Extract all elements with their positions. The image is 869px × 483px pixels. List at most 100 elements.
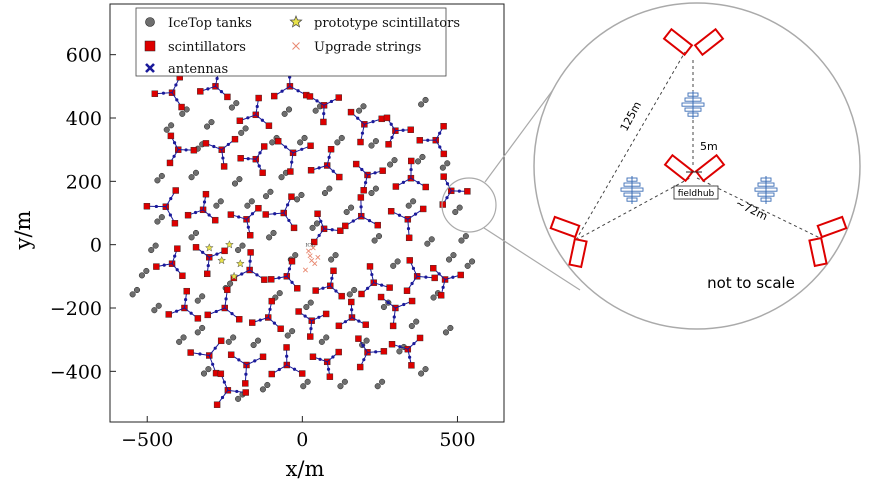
antenna (410, 281, 414, 286)
antenna (213, 346, 217, 350)
icetop-tank (194, 329, 201, 336)
icetop-tank (326, 185, 333, 192)
antenna (351, 219, 355, 223)
antenna (413, 212, 418, 216)
scintillator (379, 167, 386, 174)
scintillator (335, 348, 342, 356)
antenna (237, 215, 241, 219)
scintillator (380, 348, 388, 355)
legend-label: Upgrade strings (314, 40, 421, 55)
scintillator (440, 173, 447, 180)
dash-left-top (575, 51, 686, 241)
station-inset: fieldhub 125m 5m ~72m not to scale (533, 2, 861, 330)
upgrade-string (310, 245, 316, 251)
icetop-tank (307, 299, 314, 306)
scintillator (166, 159, 174, 167)
legend-marker-scintillator (144, 40, 156, 52)
icetop-tank (338, 134, 345, 142)
antenna (285, 203, 290, 207)
antenna (326, 367, 331, 371)
icetop-tank (278, 174, 285, 181)
icetop-tank (444, 160, 451, 167)
scintillator (194, 315, 202, 322)
station (230, 249, 268, 283)
antenna-element (757, 182, 775, 187)
icetop-tank (176, 338, 183, 345)
scintillator (268, 297, 275, 305)
scintillator (167, 132, 175, 140)
station (268, 344, 306, 378)
antenna (280, 89, 284, 93)
scintillator (183, 287, 190, 295)
icetop-tank (372, 185, 379, 192)
icetop-tank (248, 198, 255, 205)
scintillator (356, 363, 364, 371)
scintillator (439, 201, 446, 208)
antenna (437, 272, 441, 276)
scintillator (416, 334, 424, 342)
antenna (363, 181, 368, 185)
scintillator (314, 210, 321, 217)
antenna (402, 302, 406, 307)
scintillator (224, 93, 231, 101)
station (306, 93, 342, 126)
icetop-tank (371, 237, 378, 244)
icetop-tank (250, 341, 257, 349)
station (312, 267, 345, 300)
icetop-tank (428, 236, 435, 243)
antenna (331, 169, 335, 173)
icetop-tank (194, 297, 201, 304)
legend-label: scintillators (168, 40, 246, 55)
antenna (189, 311, 193, 315)
antenna-element (760, 177, 772, 182)
icetop-tank (337, 383, 344, 390)
antenna (317, 233, 321, 238)
legend-marker-prototype (289, 15, 303, 28)
scintillator (202, 190, 210, 198)
upgrade-string (306, 248, 312, 254)
scintillator (298, 370, 306, 377)
station (192, 244, 228, 278)
station (262, 193, 298, 232)
antenna (219, 90, 224, 94)
antenna (361, 343, 365, 348)
antenna-element (687, 92, 699, 97)
scintillator-panel (663, 153, 695, 183)
icetop-tank (213, 202, 220, 209)
scintillator (242, 380, 249, 387)
antenna (184, 148, 188, 152)
station (202, 135, 239, 170)
antenna (226, 142, 230, 147)
icetop-tank (379, 378, 386, 385)
icetop-tank (458, 237, 465, 244)
icetop-tank (442, 329, 450, 336)
icetop-tank (217, 198, 224, 205)
dash-right-center (696, 177, 821, 239)
scintillator (457, 271, 464, 279)
scintillator (322, 310, 330, 318)
icetop-tank (289, 328, 296, 335)
scintillator (347, 108, 355, 116)
icetop-tank (192, 229, 200, 237)
antenna (303, 314, 307, 318)
connector-bottom (483, 227, 581, 291)
antenna (175, 268, 179, 272)
y-tick-label: −400 (50, 361, 102, 383)
scintillator (153, 263, 160, 270)
icetop-tank (391, 157, 398, 164)
antenna (250, 212, 255, 216)
antenna (277, 276, 281, 280)
icetop-tank (204, 123, 211, 130)
y-tick-label: 600 (66, 45, 102, 67)
antenna (386, 300, 390, 305)
antenna (457, 189, 461, 193)
scintillator (362, 321, 369, 328)
y-tick-label: −200 (50, 298, 102, 320)
icetop-tank (154, 177, 161, 184)
scintillator (422, 183, 429, 191)
scintillator-right-pair (808, 215, 848, 268)
x-tick-label: 0 (296, 429, 308, 451)
antenna (184, 297, 188, 302)
scintillator (387, 208, 395, 215)
antenna (193, 210, 198, 215)
